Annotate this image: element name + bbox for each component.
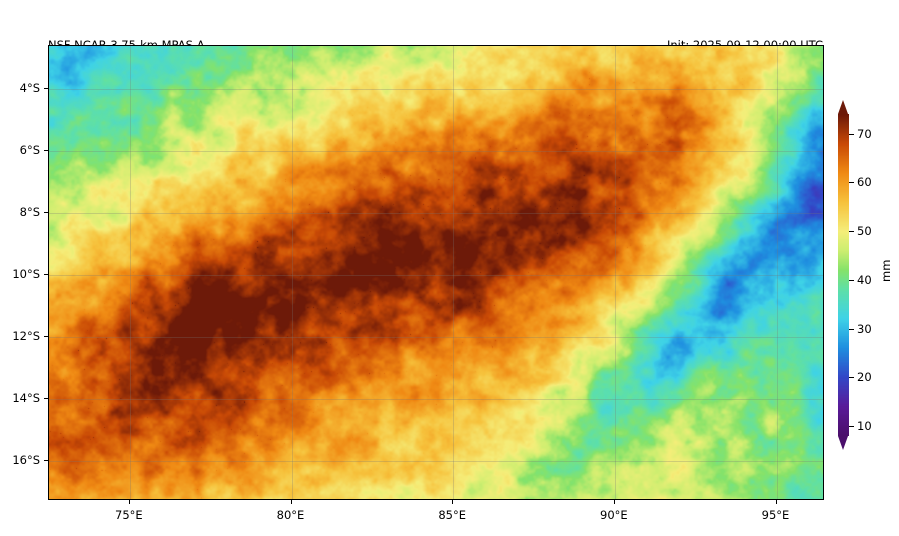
y-tick-label: 10°S [12,267,40,282]
gridline-meridian [614,46,616,499]
gridline-meridian [291,46,293,499]
x-tick [290,500,292,504]
gridline-meridian [776,46,778,499]
colorbar-tick-label: 10 [857,419,872,434]
colorbar-tick-label: 60 [857,175,872,190]
colorbar-tick-label: 20 [857,370,872,385]
gridline-meridian [453,46,455,499]
y-tick [44,397,48,399]
colorbar-over-arrow [838,100,848,114]
y-tick-label-wrap: 14°S [12,391,68,405]
colorbar-tick [849,377,854,379]
y-tick [44,150,48,152]
y-tick-label: 4°S [19,81,40,96]
colorbar-unit-label: mm [879,259,893,282]
y-tick-label: 6°S [19,143,40,158]
y-tick-label-wrap: 16°S [12,453,68,467]
x-tick [775,500,777,504]
colorbar-tick-label: 50 [857,224,872,239]
gridline-parallel [49,460,823,462]
gridline-parallel [49,275,823,277]
y-tick-label-wrap: 4°S [20,81,60,95]
map-plot-area [48,45,824,500]
gridline-meridian [129,46,131,499]
colorbar-tick [849,182,854,184]
x-tick-label: 80°E [276,508,305,522]
colorbar-tick-label: 30 [857,321,872,336]
colorbar-tick [849,426,854,428]
y-tick-label-wrap: 12°S [12,329,68,343]
gridline-parallel [49,336,823,338]
gridline-parallel [49,213,823,215]
colorbar-tick [849,279,854,281]
colorbar [838,100,849,450]
x-tick-label: 90°E [600,508,628,522]
colorbar-tick [849,328,854,330]
y-tick-label: 8°S [19,205,40,220]
y-tick-label-wrap: 6°S [20,143,60,157]
x-tick-label: 75°E [115,508,143,522]
y-tick-label: 12°S [12,328,40,343]
x-tick [452,500,454,504]
colorbar-under-arrow [838,436,848,450]
y-tick [44,212,48,214]
y-tick [44,274,48,276]
y-tick-label-wrap: 10°S [12,267,68,281]
colorbar-tick-label: 70 [857,126,872,141]
x-tick [128,500,130,504]
precipitable-water-field [49,46,823,499]
x-tick-label: 95°E [761,508,790,522]
colorbar-gradient [838,114,849,436]
y-tick [44,459,48,461]
x-tick [613,500,615,504]
y-tick [44,88,48,90]
gridline-parallel [49,151,823,153]
colorbar-tick [849,133,854,135]
y-tick-label-wrap: 8°S [20,205,60,219]
x-tick-label: 85°E [438,508,466,522]
y-tick-label: 16°S [12,452,40,467]
colorbar-tick-label: 40 [857,272,872,287]
colorbar-tick [849,231,854,233]
gridline-parallel [49,398,823,400]
y-tick-label: 14°S [12,390,40,405]
y-tick [44,335,48,337]
gridline-parallel [49,89,823,91]
